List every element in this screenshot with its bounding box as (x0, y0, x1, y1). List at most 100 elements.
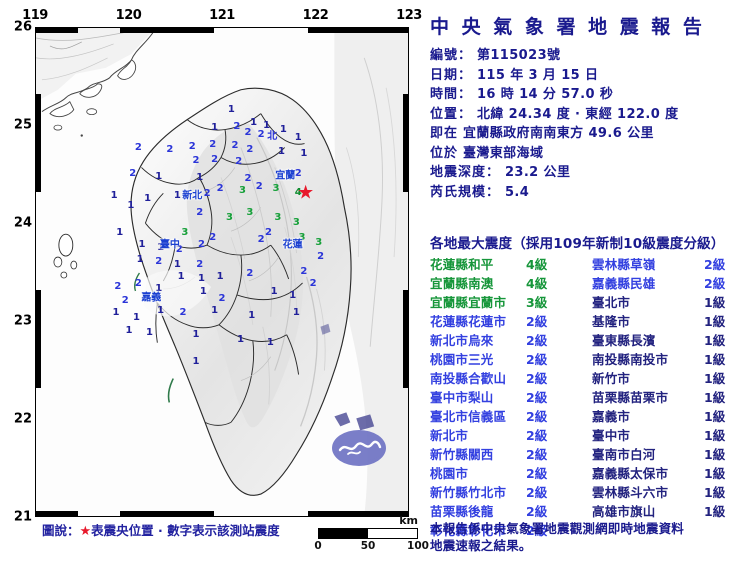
intensity-level-value: 3級 (526, 295, 548, 310)
longitude-tick-label: 120 (115, 8, 142, 23)
station-intensity-marker: 3 (274, 212, 282, 224)
metadata-label: 即在 (430, 126, 459, 141)
station-intensity-marker: 1 (192, 329, 200, 341)
intensity-level-value: 2級 (526, 447, 548, 462)
intensity-cell-group: 桃園市三光 2級 (430, 349, 588, 368)
station-intensity-marker: 3 (315, 236, 323, 248)
station-intensity-marker: 1 (196, 172, 204, 184)
taiwan-terrain-graphic (36, 28, 408, 516)
station-intensity-marker: 2 (246, 144, 254, 155)
station-intensity-marker: 1 (237, 334, 245, 346)
metadata-value: 北緯 24.34 度 · 東經 122.0 度 (472, 106, 679, 122)
metadata-label: 位於 (430, 145, 459, 161)
longitude-tick-label: 122 (302, 8, 329, 23)
metadata-value: 宜蘭縣政府南南東方 49.6 公里 (458, 126, 654, 141)
metadata-label: 位置： (430, 106, 473, 122)
station-intensity-marker: 2 (233, 121, 241, 133)
city-label: 花蓮 (282, 239, 303, 251)
station-intensity-marker: 2 (246, 268, 254, 280)
station-intensity-marker: 1 (177, 270, 185, 282)
station-intensity-marker: 3 (181, 226, 189, 238)
station-intensity-marker: 1 (300, 147, 308, 159)
station-intensity-marker: 2 (129, 168, 137, 180)
frame-tick (36, 511, 78, 516)
station-intensity-marker: 2 (235, 156, 243, 168)
station-intensity-marker: 2 (255, 180, 263, 192)
intensity-cell-group: 花蓮縣和平 4級 (430, 254, 588, 273)
metadata-row: 編號： 第115023號 (430, 46, 748, 66)
intensity-row: 花蓮縣花蓮市 2級 基隆市 1級 (430, 311, 750, 330)
metadata-label: 日期： (430, 67, 473, 83)
station-intensity-marker: 1 (263, 119, 271, 131)
map-legend: 圖說：★表震央位置 · 數字表示該測站震度 (42, 520, 280, 539)
footnote-line-1: 本報告係中央氣象署地震觀測網即時地震資料 (430, 521, 685, 536)
metadata-value: 16 時 14 分 57.0 秒 (472, 87, 614, 102)
intensity-level-value: 4級 (526, 276, 548, 291)
station-intensity-marker: 2 (198, 239, 206, 251)
station-intensity-marker: 1 (250, 117, 258, 129)
station-intensity-marker: 2 (294, 168, 302, 180)
intensity-cell-group: 南投縣合歡山 2級 (430, 368, 588, 387)
scale-segment (319, 529, 368, 538)
station-intensity-marker: 2 (166, 144, 174, 155)
intensity-row: 新竹縣竹北市 2級 雲林縣斗六市 1級 (430, 482, 750, 501)
station-intensity-marker: 2 (196, 258, 204, 270)
station-intensity-marker: 北 (267, 130, 278, 142)
station-intensity-marker: 2 (211, 153, 219, 165)
metadata-value: 5.4 (500, 184, 530, 200)
intensity-place-name: 桃園市三光 (430, 352, 494, 367)
intensity-level-value: 1級 (704, 428, 726, 443)
intensity-cell-group: 雲林縣草嶺 2級 (588, 254, 750, 273)
station-intensity-marker: 1 (248, 309, 256, 321)
intensity-cell-group: 新北市烏來 2級 (430, 330, 588, 349)
intensity-level-value: 2級 (526, 523, 548, 538)
longitude-tick-label: 123 (396, 8, 422, 23)
intensity-place-name: 花蓮縣花蓮市 (430, 314, 507, 329)
metadata-value: 臺灣東部海域 (458, 145, 544, 161)
station-intensity-marker: 2 (309, 278, 317, 290)
intensity-place-name: 嘉義市 (592, 409, 631, 424)
intensity-place-name: 花蓮縣和平 (430, 257, 494, 272)
station-intensity-marker: 2 (134, 141, 142, 153)
intensity-level-value: 1級 (704, 447, 726, 462)
intensity-table: 花蓮縣和平 4級 雲林縣草嶺 2級 宜蘭縣南澳 4級 嘉義縣民雄 2級 宜蘭縣宜蘭市 3級 臺北市 1… (430, 254, 750, 539)
intensity-cell-group: 南投縣南投市 1級 (588, 349, 750, 368)
station-intensity-marker: 3 (298, 231, 306, 243)
legend-star-icon: ★ (79, 524, 92, 539)
station-intensity-marker: 2 (257, 129, 265, 141)
station-intensity-marker: 1 (145, 327, 153, 338)
epicenter-star-icon[interactable]: ★ (297, 181, 315, 204)
station-intensity-marker: 1 (157, 305, 165, 317)
earthquake-metadata: 編號： 第115023號 日期： 115 年 3 月 15 日時間： 16 時 1… (430, 46, 748, 202)
intensity-level-value: 2級 (704, 257, 726, 272)
intensity-level-value: 2級 (704, 276, 726, 291)
intensity-level-value: 2級 (526, 504, 548, 519)
intensity-cell-group: 苗栗縣苗栗市 1級 (588, 387, 750, 406)
station-intensity-marker: 1 (278, 146, 285, 158)
intensity-level-value: 2級 (526, 466, 548, 481)
station-intensity-marker: 3 (272, 183, 280, 195)
metadata-row: 位置： 北緯 24.34 度 · 東經 122.0 度 (430, 105, 748, 125)
intensity-level-value: 1級 (704, 333, 726, 348)
intensity-level-value: 1級 (704, 485, 726, 500)
metadata-value: 115 年 3 月 15 日 (472, 67, 599, 83)
metadata-row: 地震深度： 23.2 公里 (430, 163, 748, 183)
intensity-row: 桃園市 2級 嘉義縣太保市 1級 (430, 463, 750, 482)
intensity-cell-group: 彰化縣彰化市 2級 (430, 520, 588, 539)
intensity-level-value: 1級 (704, 390, 726, 405)
intensity-cell-group: 新北市 2級 (430, 425, 588, 444)
metadata-row: 芮氏規模： 5.4 (430, 183, 748, 203)
station-intensity-marker: 2 (175, 244, 183, 256)
station-intensity-marker: 1 (157, 241, 165, 253)
metadata-row: 時間： 16 時 14 分 57.0 秒 (430, 85, 748, 105)
station-intensity-marker: 1 (270, 285, 278, 297)
station-intensity-marker: 3 (225, 212, 233, 224)
intensity-row: 宜蘭縣南澳 4級 嘉義縣民雄 2級 (430, 273, 750, 292)
intensity-level-value: 2級 (526, 371, 548, 386)
intensity-level-value: 2級 (526, 352, 548, 367)
station-intensity-marker: 2 (276, 170, 284, 182)
legend-text-after: 表震央位置 · 數字表示該測站震度 (91, 523, 280, 538)
intensity-place-name: 南投縣南投市 (592, 352, 669, 367)
